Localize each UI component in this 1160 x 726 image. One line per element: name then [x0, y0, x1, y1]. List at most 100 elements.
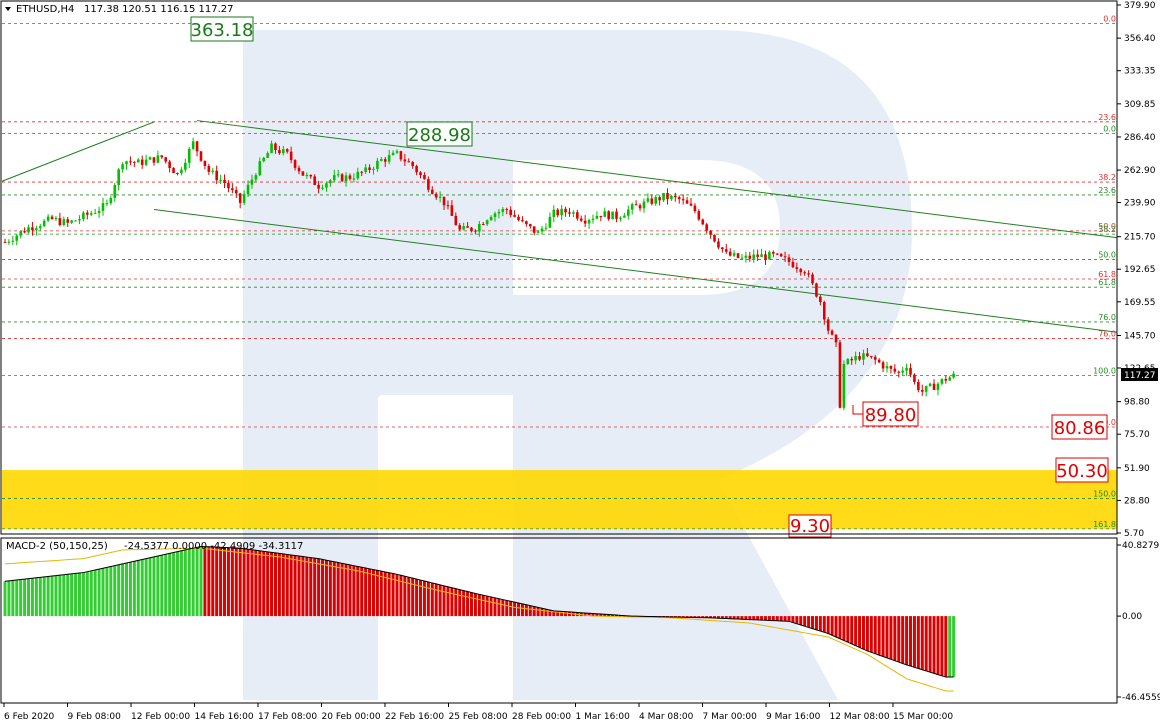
dropdown-triangle-icon[interactable]	[5, 7, 11, 11]
macd-hist-bar	[779, 616, 783, 621]
candle	[148, 156, 152, 160]
macd-hist-bar	[58, 575, 62, 617]
candle	[329, 178, 332, 187]
macd-hist-bar	[767, 616, 771, 621]
candle	[917, 379, 920, 393]
candle	[819, 295, 822, 306]
macd-hist-bar	[113, 565, 117, 617]
macd-hist-bar	[583, 612, 587, 617]
macd-hist-bar	[328, 560, 332, 617]
trend-channel	[1, 120, 1118, 333]
candle	[591, 214, 595, 224]
candle	[772, 250, 775, 258]
annotation-red: 50.30	[1055, 457, 1109, 483]
macd-hist-bar	[713, 616, 717, 619]
macd-hist-bar	[803, 616, 807, 627]
macd-hist-bar	[93, 569, 97, 617]
macd-hist-bar	[109, 566, 113, 617]
candle	[203, 160, 207, 170]
candle	[121, 162, 124, 173]
macd-hist-bar	[469, 592, 473, 617]
time-axis: 6 Feb 2020 9 Feb 08:00 12 Feb 00:00 14 Feb …	[3, 703, 953, 722]
macd-hist-bar	[901, 616, 905, 664]
price-annotations: 363.18 288.98 89.80 80.86 50.30 9.30	[190, 16, 1109, 538]
candle	[803, 270, 806, 276]
main-panel-border	[0, 0, 1118, 535]
candle	[674, 192, 677, 202]
macd-hist-bar	[466, 591, 470, 617]
macd-panel-border	[0, 537, 1118, 704]
macd-hist-bar	[77, 572, 81, 617]
candle	[877, 358, 881, 364]
candle	[332, 169, 336, 183]
candle	[66, 216, 70, 227]
macd-hist-bar	[454, 588, 458, 617]
macd-hist-bar	[477, 594, 481, 617]
candle	[70, 219, 73, 224]
candle	[78, 215, 81, 225]
macd-hist-bar	[81, 572, 85, 617]
macd-hist-bar	[371, 569, 375, 617]
candle	[748, 251, 752, 262]
macd-hist-bar	[556, 611, 560, 617]
candle	[866, 348, 869, 358]
macd-hist-bar	[140, 559, 144, 617]
macd-hist-bar	[748, 616, 752, 620]
svg-text:9.30: 9.30	[790, 516, 830, 537]
candle	[140, 155, 144, 169]
fib-level-label: 76.0	[1098, 313, 1116, 322]
candle	[505, 207, 509, 215]
candle	[344, 172, 348, 187]
macd-hist-bar	[885, 616, 889, 658]
time-tick-label: 17 Feb 08:00	[258, 712, 317, 722]
macd-hist-bar	[603, 614, 607, 617]
candle	[544, 223, 548, 231]
candle	[795, 262, 799, 273]
macd-hist-bar	[830, 616, 834, 636]
macd-hist-bar	[42, 576, 46, 617]
time-tick-label: 7 Mar 00:00	[703, 712, 758, 722]
macd-hist-bar	[281, 553, 285, 617]
candle	[885, 361, 889, 373]
macd-hist-bar	[207, 546, 211, 617]
macd-hist-bar	[591, 613, 595, 617]
candle	[528, 223, 532, 229]
price-tick-label: 239.90	[1124, 199, 1156, 209]
macd-hist-bar	[685, 616, 689, 618]
macd-hist-bar	[701, 616, 705, 618]
macd-hist-bar	[834, 616, 838, 637]
macd-hist-bar	[321, 559, 325, 617]
candle	[650, 194, 654, 206]
macd-hist-bar	[270, 552, 274, 617]
macd-hist-bar	[920, 616, 924, 670]
candle	[595, 211, 599, 220]
candle	[278, 145, 281, 155]
macd-hist-bar	[164, 554, 168, 617]
macd-hist-bar	[532, 606, 536, 617]
macd-hist-bar	[838, 616, 842, 639]
candle	[713, 234, 716, 243]
macd-hist-bar	[791, 616, 795, 623]
candle	[234, 186, 238, 198]
candle	[446, 200, 450, 210]
candle	[623, 212, 626, 218]
macd-hist-bar	[524, 604, 528, 617]
macd-hist-bar	[842, 616, 846, 641]
macd-hist-bar	[426, 581, 430, 617]
candle	[35, 225, 38, 236]
candle	[15, 234, 19, 246]
macd-hist-bar	[199, 546, 203, 617]
candle	[756, 249, 759, 261]
price-tick-label: 333.35	[1124, 67, 1156, 77]
candle	[466, 222, 469, 228]
time-tick-label: 12 Mar 08:00	[830, 712, 890, 722]
candle	[364, 164, 367, 174]
annotation-red: 80.86	[1051, 414, 1108, 440]
candle	[626, 205, 630, 220]
candle	[822, 300, 826, 325]
macd-hist-bar	[125, 562, 129, 617]
candle	[434, 192, 438, 200]
macd-hist-bar	[489, 596, 493, 617]
candle	[842, 360, 846, 411]
